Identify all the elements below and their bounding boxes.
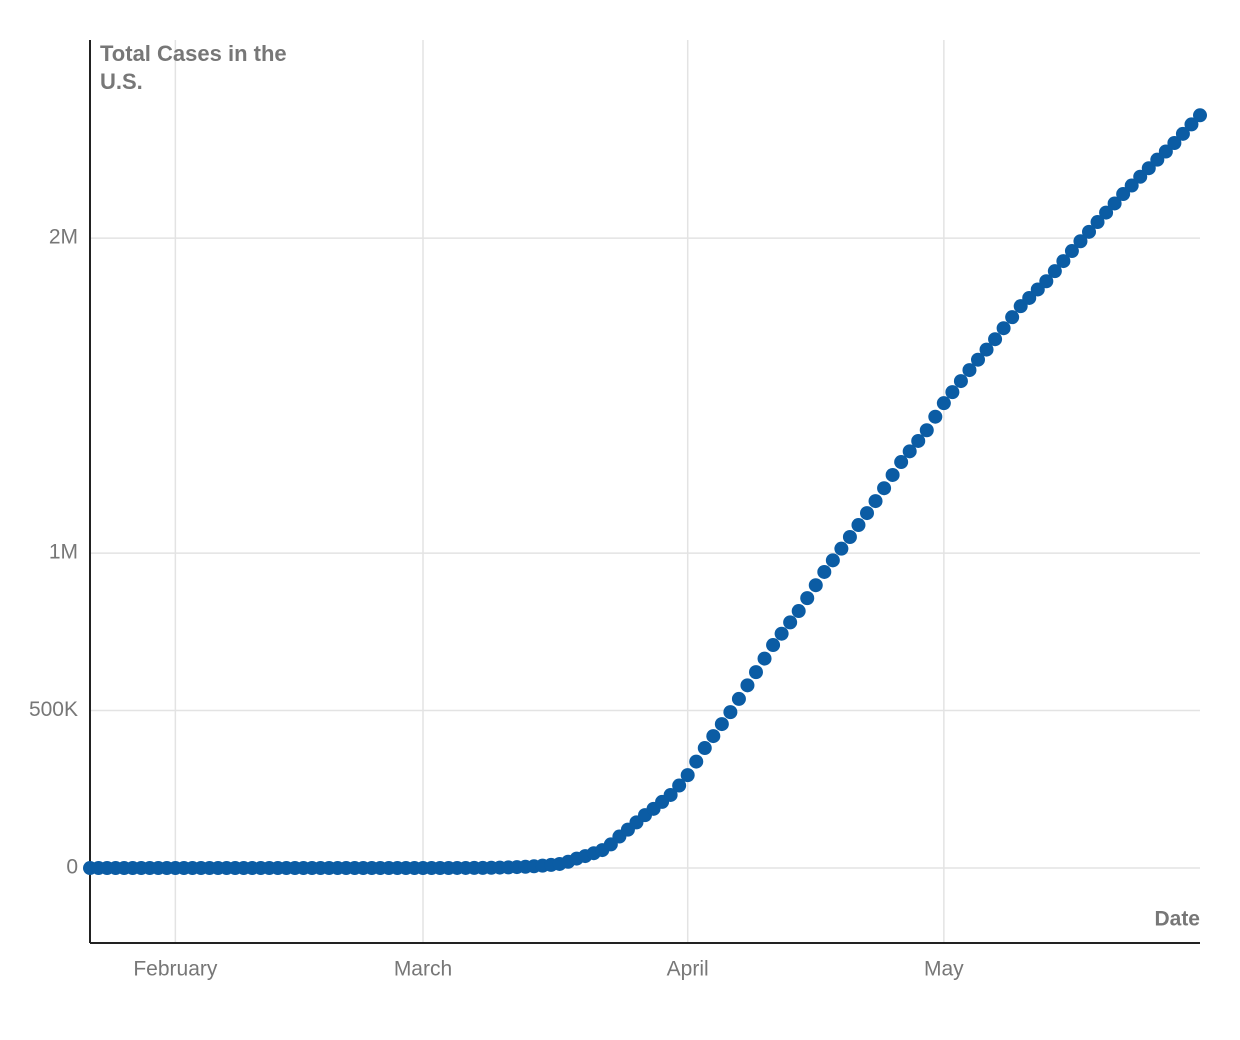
point [894,455,909,470]
point [851,518,866,533]
point [834,541,849,556]
point [1184,117,1199,132]
point [697,741,712,756]
point [1022,290,1037,305]
point [945,385,960,400]
point [1056,254,1071,269]
point [911,433,926,448]
point [749,665,763,680]
point [1047,264,1062,279]
x-tick-label: March [394,958,452,981]
point [1124,178,1139,193]
point [791,604,806,619]
point [962,363,977,378]
point [1116,187,1131,202]
point [928,409,943,424]
chart-title: Total Cases in the U.S. [100,41,287,94]
point [885,467,900,482]
point [1141,161,1156,176]
point [919,423,934,438]
point [936,396,951,411]
y-tick-label: 1M [49,541,78,564]
point [800,591,815,606]
point [1005,310,1020,325]
point [1167,135,1182,150]
point [808,578,823,593]
x-tick-label: April [667,958,709,981]
point [953,374,968,389]
point [1193,108,1207,123]
point [1090,215,1105,230]
point [1099,205,1114,220]
point [1064,244,1079,259]
point [1133,169,1148,184]
point [740,678,755,693]
point [757,651,772,666]
point [731,691,746,706]
point [1175,126,1190,141]
point [825,553,840,568]
point [1158,144,1173,159]
point [1073,234,1088,249]
point [877,481,892,496]
point [979,342,994,357]
point [971,352,985,367]
point [680,768,695,783]
point [996,321,1011,336]
x-axis-label: Date [1154,908,1200,931]
point [902,444,917,459]
y-tick-label: 2M [49,226,78,249]
point [774,626,789,641]
y-tick-label: 500K [29,698,78,721]
point [817,564,832,579]
point [860,506,874,521]
point [663,787,678,802]
point [714,717,729,732]
point [988,332,1003,347]
point [783,615,798,630]
point [1039,274,1054,289]
y-tick-label: 0 [66,856,78,879]
point [1082,224,1096,239]
point [672,778,687,793]
point [689,754,704,769]
point [842,530,857,545]
point [1107,196,1122,211]
point [706,729,721,744]
x-tick-label: February [133,958,218,981]
x-tick-label: May [924,958,964,981]
point [723,705,738,720]
point [766,638,781,653]
point [868,494,883,509]
